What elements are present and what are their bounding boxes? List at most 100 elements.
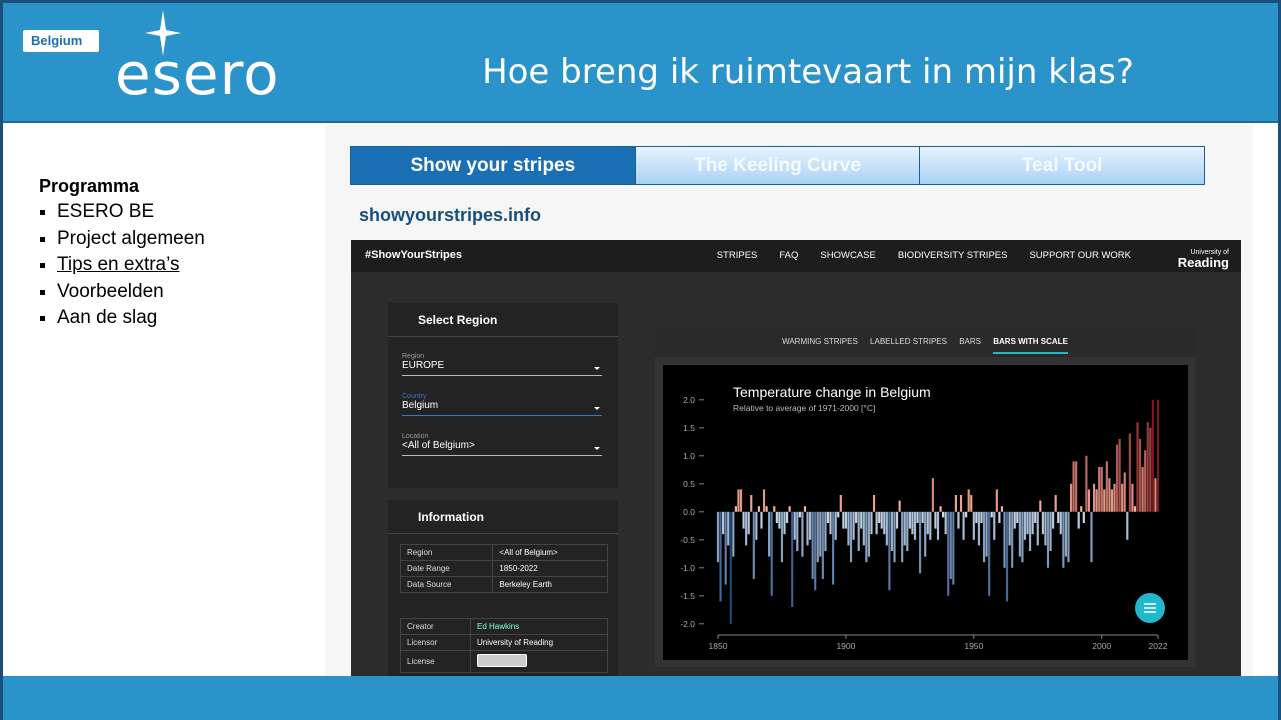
bar — [1062, 511, 1065, 568]
brand[interactable]: #ShowYourStripes — [365, 249, 462, 261]
chart-tab[interactable]: BARS — [959, 337, 981, 346]
bar — [890, 511, 894, 551]
bar — [1018, 511, 1021, 557]
nav-item[interactable]: FAQ — [779, 250, 799, 261]
y-tick-label: -1.5 — [680, 591, 695, 601]
bar — [872, 495, 876, 512]
bar — [780, 511, 784, 563]
field[interactable]: Country Belgium — [402, 393, 602, 416]
field-label: Location — [402, 433, 429, 440]
bar — [1144, 450, 1147, 512]
menu-item[interactable]: Tips en extra’s — [57, 252, 205, 279]
sidebar: Programma ESERO BE Project algemeen Tips… — [39, 176, 205, 332]
license-icon — [477, 654, 527, 667]
bar — [1113, 483, 1116, 512]
bar — [947, 511, 950, 596]
bar — [970, 495, 973, 512]
field-value: <All of Belgium> — [402, 440, 475, 451]
tab[interactable]: Teal Tool — [920, 147, 1205, 184]
bar — [883, 511, 886, 535]
menu-item[interactable]: Voorbeelden — [57, 279, 205, 306]
x-tick-label: 1850 — [709, 641, 728, 651]
bar — [722, 511, 725, 535]
nav-item[interactable]: SUPPORT OUR WORK — [1029, 250, 1131, 261]
chart-tab[interactable]: BARS WITH SCALE — [993, 337, 1068, 354]
bar — [1128, 433, 1131, 512]
nav-item[interactable]: STRIPES — [716, 250, 758, 261]
badge: Belgium — [23, 30, 99, 52]
logo: esero — [115, 40, 280, 108]
bar — [1095, 489, 1098, 512]
bar — [1100, 467, 1103, 512]
url: showyourstripes.info — [359, 205, 542, 225]
bar — [796, 511, 799, 551]
cell[interactable]: Ed Hawkins — [470, 618, 608, 635]
bar — [768, 511, 771, 557]
bar — [837, 511, 840, 518]
bar — [842, 511, 845, 529]
bar — [839, 495, 842, 512]
bar — [734, 506, 737, 512]
bar — [829, 511, 832, 535]
bar — [1077, 511, 1080, 529]
bar — [760, 511, 763, 529]
bar — [1126, 511, 1129, 540]
field[interactable]: Location <All of Belgium> — [402, 433, 602, 456]
menu: ESERO BE Project algemeen Tips en extra’… — [39, 199, 205, 332]
tab[interactable]: Show your stripes — [351, 147, 636, 184]
y-tick-label: -0.5 — [680, 535, 695, 545]
bar — [965, 511, 968, 518]
bar — [765, 506, 768, 512]
chart-tab[interactable]: LABELLED STRIPES — [870, 337, 947, 346]
card-title: Information — [388, 500, 618, 534]
tab[interactable]: The Keeling Curve — [635, 147, 921, 184]
chart-card: WARMING STRIPES LABELLED STRIPES BARS BA… — [655, 327, 1195, 667]
bar — [1023, 511, 1027, 540]
bar — [1044, 511, 1047, 546]
bar — [895, 511, 899, 529]
bar — [1075, 461, 1078, 512]
bar — [1092, 483, 1096, 512]
bar — [949, 511, 952, 579]
bar — [934, 511, 937, 529]
chart-title: Temperature change in Belgium — [733, 384, 931, 400]
cell: Licensor — [400, 634, 471, 651]
bar — [959, 495, 963, 512]
bar — [1108, 478, 1111, 512]
field-label: Region — [402, 353, 425, 360]
card-title: Select Region — [388, 303, 618, 337]
field-value: Belgium — [402, 400, 439, 411]
chart: 2.0 1.5 1.0 0.5 0.0 -0.5 -1.0 -1.5 -2.0 1850 1900 1… — [680, 384, 1168, 651]
menu-item[interactable]: ESERO BE — [57, 199, 205, 226]
bar — [929, 511, 932, 540]
bar — [785, 511, 789, 523]
star — [145, 10, 181, 56]
y-tick-label: 2.0 — [683, 395, 695, 405]
bar — [980, 511, 983, 523]
slide-title: Hoe breng ik ruimtevaart in mijn klas? — [482, 52, 1134, 92]
cell: Date Range — [399, 560, 494, 577]
navbar: #ShowYourStripes STRIPES FAQ SHOWCASE BI… — [351, 240, 1241, 272]
menu-item[interactable]: Project algemeen — [57, 226, 205, 253]
chart-tab[interactable]: WARMING STRIPES — [782, 337, 858, 346]
field-value: EUROPE — [402, 360, 445, 371]
bar — [834, 511, 837, 540]
bar — [1039, 500, 1042, 512]
menu-item[interactable]: Aan de slag — [57, 305, 205, 332]
bar — [1041, 511, 1044, 535]
bar — [821, 511, 824, 579]
x-tick-label: 1900 — [836, 641, 855, 651]
nav-item[interactable]: BIODIVERSITY STRIPES — [897, 250, 1008, 261]
bar — [1151, 399, 1154, 512]
bar — [1052, 511, 1055, 529]
bar — [816, 511, 819, 563]
nav-item[interactable]: SHOWCASE — [820, 250, 876, 261]
bar — [1016, 511, 1019, 523]
bar — [1154, 478, 1157, 512]
bar — [1090, 511, 1093, 563]
x-tick-label: 2022 — [1149, 641, 1168, 651]
field[interactable]: Region EUROPE — [402, 353, 602, 376]
university-logo: University of Reading — [1178, 246, 1229, 269]
bar — [1026, 511, 1029, 535]
